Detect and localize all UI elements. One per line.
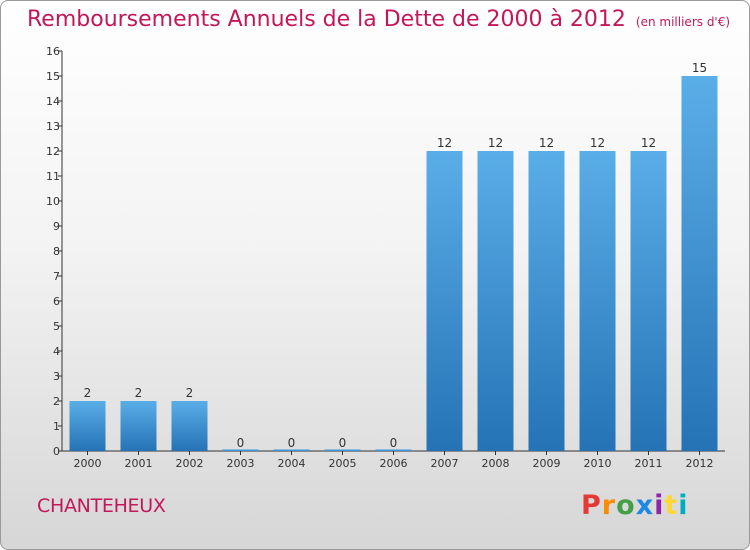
y-tick-label: 6 xyxy=(53,295,60,308)
x-tick-label: 2006 xyxy=(380,457,408,470)
data-label: 12 xyxy=(641,136,656,150)
logo-letter: o xyxy=(616,490,636,521)
x-tick-label: 2009 xyxy=(533,457,561,470)
bar xyxy=(426,151,463,451)
y-tick-label: 1 xyxy=(53,420,60,433)
x-tick-label: 2002 xyxy=(176,457,204,470)
logo-letter: t xyxy=(664,490,679,521)
y-tick-label: 0 xyxy=(53,445,60,458)
bar xyxy=(375,449,412,451)
logo-letter: r xyxy=(601,490,617,521)
x-tick-label: 2005 xyxy=(329,457,357,470)
data-label: 2 xyxy=(84,386,92,400)
y-tick-label: 3 xyxy=(53,370,60,383)
x-tick-label: 2012 xyxy=(686,457,714,470)
bar xyxy=(477,151,514,451)
chart-unit-label: (en milliers d'€) xyxy=(635,15,731,29)
x-tick-label: 2011 xyxy=(635,457,663,470)
x-tick-label: 2004 xyxy=(278,457,306,470)
data-label: 2 xyxy=(135,386,143,400)
bar xyxy=(324,449,361,451)
bar xyxy=(630,151,667,451)
commune-name: CHANTEHEUX xyxy=(37,495,166,517)
y-tick-label: 12 xyxy=(46,145,60,158)
y-tick-label: 7 xyxy=(53,270,60,283)
y-tick-label: 15 xyxy=(46,70,60,83)
y-tick-label: 14 xyxy=(46,95,60,108)
y-tick-label: 16 xyxy=(46,45,60,58)
x-tick-label: 2007 xyxy=(431,457,459,470)
bar xyxy=(222,449,259,451)
bar xyxy=(69,401,106,451)
y-tick-label: 13 xyxy=(46,120,60,133)
data-label: 0 xyxy=(339,436,347,450)
x-tick-label: 2000 xyxy=(74,457,102,470)
y-tick-label: 2 xyxy=(53,395,60,408)
data-label: 2 xyxy=(186,386,194,400)
y-tick-label: 10 xyxy=(46,195,60,208)
y-tick-label: 4 xyxy=(53,345,60,358)
data-label: 0 xyxy=(237,436,245,450)
data-label: 0 xyxy=(390,436,398,450)
logo-letter: P xyxy=(581,490,602,521)
bar xyxy=(273,449,310,451)
bar xyxy=(579,151,616,451)
y-tick-label: 9 xyxy=(53,220,60,233)
y-tick-label: 5 xyxy=(53,320,60,333)
x-tick-label: 2010 xyxy=(584,457,612,470)
proxiti-logo: Proxiti xyxy=(581,490,689,521)
bar xyxy=(681,76,718,451)
data-label: 12 xyxy=(488,136,503,150)
data-label: 15 xyxy=(692,61,707,75)
x-tick-label: 2003 xyxy=(227,457,255,470)
x-tick-label: 2008 xyxy=(482,457,510,470)
y-tick-label: 11 xyxy=(46,170,60,183)
data-label: 12 xyxy=(437,136,452,150)
x-tick-label: 2001 xyxy=(125,457,153,470)
logo-letter: x xyxy=(635,490,655,521)
data-label: 0 xyxy=(288,436,296,450)
chart-title: Remboursements Annuels de la Dette de 20… xyxy=(27,7,730,32)
bar xyxy=(528,151,565,451)
y-tick-label: 8 xyxy=(53,245,60,258)
bar xyxy=(120,401,157,451)
data-label: 12 xyxy=(539,136,554,150)
bar xyxy=(171,401,208,451)
logo-letter: i xyxy=(678,490,689,521)
logo-letter: i xyxy=(654,490,665,521)
data-label: 12 xyxy=(590,136,605,150)
chart-title-text: Remboursements Annuels de la Dette de 20… xyxy=(27,7,626,32)
